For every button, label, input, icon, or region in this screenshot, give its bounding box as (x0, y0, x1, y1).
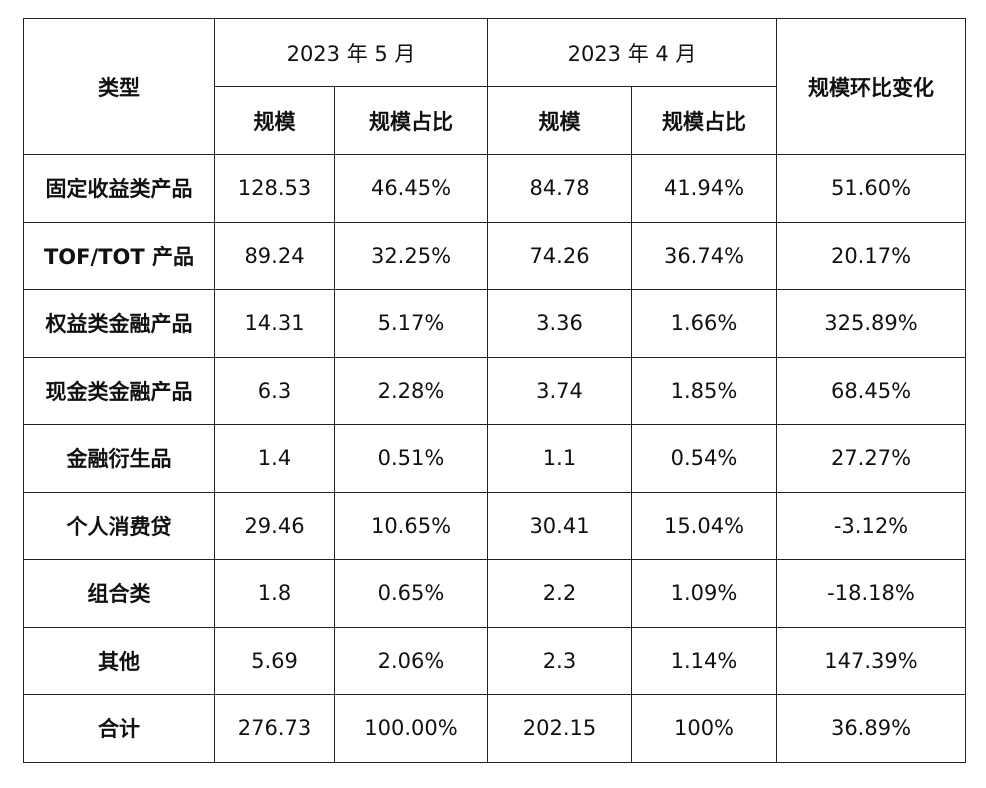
apr-share-cell: 1.85% (631, 356, 777, 425)
change-cell: 51.60% (776, 154, 966, 223)
apr-scale-cell: 30.41 (487, 491, 632, 560)
apr-scale-cell: 74.26 (487, 221, 632, 290)
table-row: 固定收益类产品 128.53 46.45% 84.78 41.94% 51.60… (23, 154, 966, 223)
apr-share-cell: 1.09% (631, 559, 777, 628)
may-scale-cell: 276.73 (214, 694, 335, 763)
change-cell: -3.12% (776, 491, 966, 560)
apr-scale-cell: 202.15 (487, 694, 632, 763)
header-row-periods: 类型 2023 年 5 月 2023 年 4 月 规模环比变化 (23, 18, 966, 155)
type-cell: TOF/TOT 产品 (23, 221, 215, 290)
type-cell: 合计 (23, 694, 215, 763)
period-header-apr: 2023 年 4 月 (487, 18, 777, 87)
type-header: 类型 (23, 18, 215, 155)
period-header-may: 2023 年 5 月 (214, 18, 488, 87)
may-scale-cell: 6.3 (214, 356, 335, 425)
type-cell: 组合类 (23, 559, 215, 628)
type-cell: 金融衍生品 (23, 424, 215, 493)
may-scale-cell: 1.4 (214, 424, 335, 493)
may-share-cell: 0.65% (334, 559, 488, 628)
change-cell: 27.27% (776, 424, 966, 493)
table-row: 权益类金融产品 14.31 5.17% 3.36 1.66% 325.89% (23, 289, 966, 358)
apr-share-cell: 0.54% (631, 424, 777, 493)
apr-scale-header: 规模 (487, 86, 632, 155)
table-row: 金融衍生品 1.4 0.51% 1.1 0.54% 27.27% (23, 424, 966, 493)
may-scale-cell: 5.69 (214, 626, 335, 695)
total-row: 合计 276.73 100.00% 202.15 100% 36.89% (23, 694, 966, 763)
may-share-cell: 100.00% (334, 694, 488, 763)
change-cell: 325.89% (776, 289, 966, 358)
change-cell: -18.18% (776, 559, 966, 628)
apr-share-header: 规模占比 (631, 86, 777, 155)
may-share-cell: 0.51% (334, 424, 488, 493)
apr-scale-cell: 2.2 (487, 559, 632, 628)
apr-scale-cell: 2.3 (487, 626, 632, 695)
may-scale-cell: 14.31 (214, 289, 335, 358)
may-scale-cell: 128.53 (214, 154, 335, 223)
change-header: 规模环比变化 (776, 18, 966, 155)
data-table: 类型 2023 年 5 月 2023 年 4 月 规模环比变化 规模 规模占比 … (23, 18, 966, 763)
table-row: TOF/TOT 产品 89.24 32.25% 74.26 36.74% 20.… (23, 221, 966, 290)
type-cell: 固定收益类产品 (23, 154, 215, 223)
header-row-metrics: 规模 规模占比 规模 规模占比 (24, 86, 966, 155)
apr-scale-cell: 3.36 (487, 289, 632, 358)
change-cell: 147.39% (776, 626, 966, 695)
may-share-cell: 46.45% (334, 154, 488, 223)
apr-share-cell: 1.14% (631, 626, 777, 695)
type-cell: 其他 (23, 626, 215, 695)
may-scale-cell: 1.8 (214, 559, 335, 628)
apr-scale-cell: 3.74 (487, 356, 632, 425)
type-cell: 个人消费贷 (23, 491, 215, 560)
table-row: 其他 5.69 2.06% 2.3 1.14% 147.39% (23, 626, 966, 695)
apr-share-cell: 1.66% (631, 289, 777, 358)
may-share-cell: 32.25% (334, 221, 488, 290)
table-row: 组合类 1.8 0.65% 2.2 1.09% -18.18% (23, 559, 966, 628)
may-scale-cell: 89.24 (214, 221, 335, 290)
apr-share-cell: 36.74% (631, 221, 777, 290)
apr-scale-cell: 1.1 (487, 424, 632, 493)
apr-share-cell: 15.04% (631, 491, 777, 560)
may-share-cell: 2.06% (334, 626, 488, 695)
may-share-cell: 2.28% (334, 356, 488, 425)
type-cell: 权益类金融产品 (23, 289, 215, 358)
may-share-cell: 5.17% (334, 289, 488, 358)
apr-scale-cell: 84.78 (487, 154, 632, 223)
table-row: 现金类金融产品 6.3 2.28% 3.74 1.85% 68.45% (23, 356, 966, 425)
change-cell: 68.45% (776, 356, 966, 425)
type-cell: 现金类金融产品 (23, 356, 215, 425)
may-share-header: 规模占比 (334, 86, 488, 155)
table-body: 固定收益类产品 128.53 46.45% 84.78 41.94% 51.60… (23, 154, 966, 763)
may-scale-cell: 29.46 (214, 491, 335, 560)
change-cell: 36.89% (776, 694, 966, 763)
change-cell: 20.17% (776, 221, 966, 290)
table-row: 个人消费贷 29.46 10.65% 30.41 15.04% -3.12% (23, 491, 966, 560)
apr-share-cell: 41.94% (631, 154, 777, 223)
may-share-cell: 10.65% (334, 491, 488, 560)
apr-share-cell: 100% (631, 694, 777, 763)
may-scale-header: 规模 (214, 86, 335, 155)
